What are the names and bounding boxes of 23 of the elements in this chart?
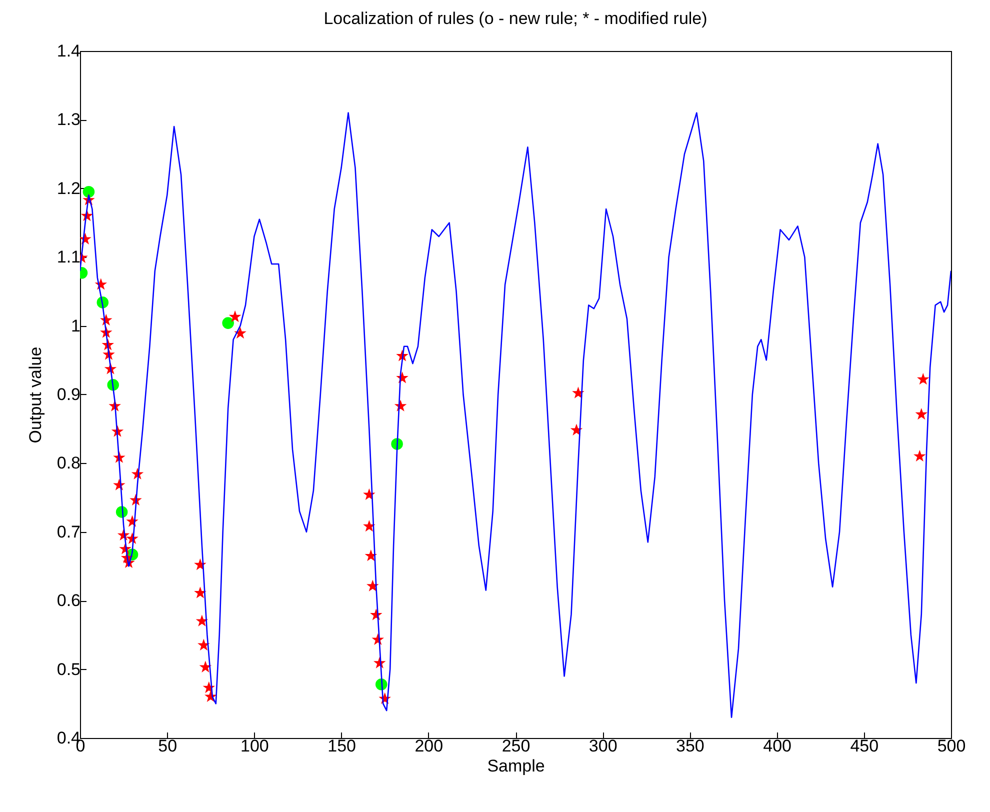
y-tick-label: 0.9 [56,385,80,404]
x-axis-title: Sample [487,756,545,776]
x-tick-label: 200 [414,736,444,756]
x-tick-label: 150 [328,736,356,756]
y-tick-label: 1.1 [56,248,80,267]
y-tick-label: 0.7 [56,522,80,542]
y-tick-label: 1.2 [56,178,80,198]
x-tick-label: 400 [763,736,792,756]
chart-title: Localization of rules (o - new rule; * - modified rule) [324,9,708,28]
x-tick-label: 350 [676,736,704,756]
x-tick-label: 250 [502,736,530,756]
y-tick-label: 1.4 [56,42,80,60]
x-tick-label: 100 [240,736,269,756]
y-tick-label: 1 [71,316,80,336]
x-tick-label: 50 [158,736,178,756]
y-tick-label: 0.6 [56,591,80,610]
y-tick-label: 0.5 [56,660,80,679]
y-tick-label: 1.3 [56,110,80,130]
x-tick-label: 500 [937,736,966,756]
y-axis-title: Output value [26,346,45,444]
x-tick-label: 300 [588,736,618,756]
y-tick-label: 0.8 [56,454,80,473]
x-tick-label: 450 [850,736,879,756]
